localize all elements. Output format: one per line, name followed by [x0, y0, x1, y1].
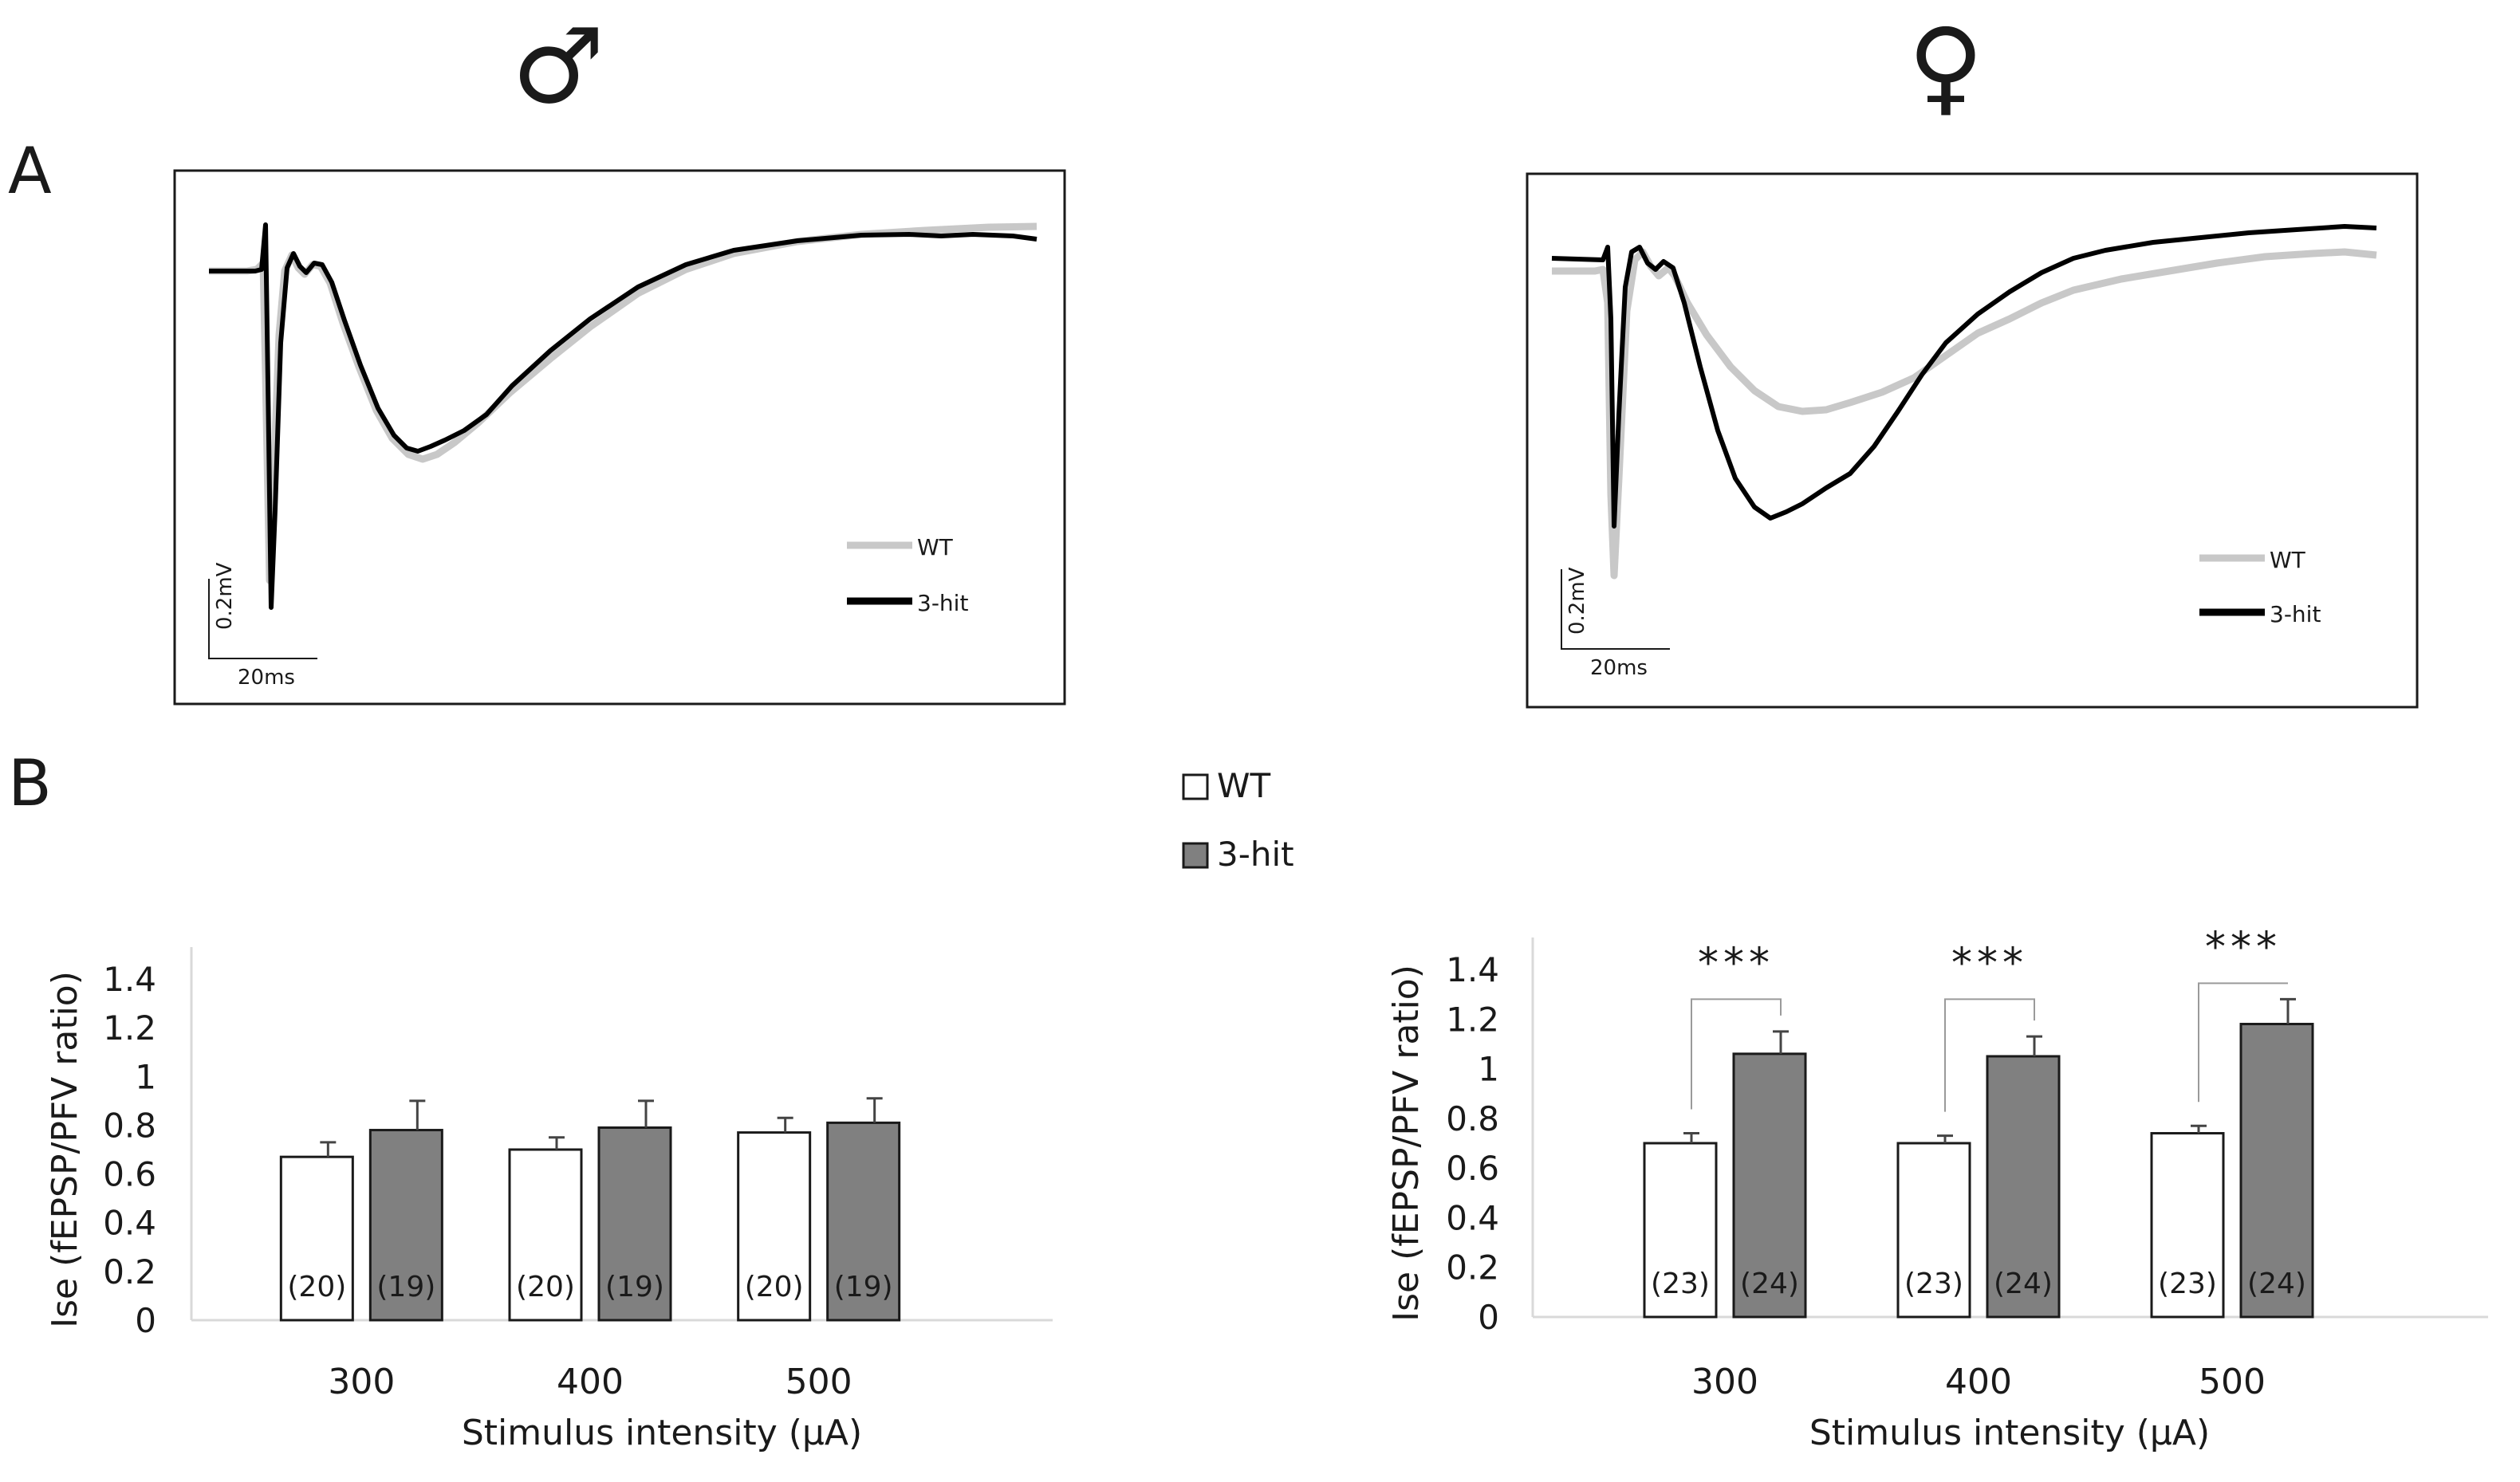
- female-bars-y-tick-label: 0.6: [1446, 1149, 1499, 1188]
- male-bars-y-tick-label: 0: [135, 1301, 156, 1340]
- male-bars-n-label: (19): [376, 1271, 435, 1303]
- male-scalebar-time: 20ms: [238, 666, 295, 690]
- male-bars-bar-wt: [737, 1131, 812, 1322]
- female-bars-y-tick-label: 1.2: [1446, 1000, 1499, 1039]
- female-bars-bar-3-hit: [1732, 1052, 1807, 1319]
- bar-legend-wt-swatch: [1182, 773, 1209, 800]
- male-trace-frame: [173, 169, 1066, 706]
- female-bars-bar-wt: [1643, 1142, 1718, 1319]
- female-bars-y-tick-label: 1: [1478, 1050, 1499, 1089]
- bar-legend-3hit-label: 3-hit: [1217, 835, 1294, 874]
- female-bars-x-axis-title: Stimulus intensity (µA): [1809, 1413, 2210, 1453]
- male-bars-x-axis-title: Stimulus intensity (µA): [462, 1413, 862, 1453]
- female-bars-y-tick-label: 0.4: [1446, 1198, 1499, 1237]
- female-3hit-trace: [1551, 224, 2377, 529]
- male-bars-y-axis-title: Ise (fEPSP/PFV ratio): [45, 971, 85, 1328]
- bar-legend-wt-label: WT: [1217, 766, 1271, 805]
- male-scalebar: [208, 579, 317, 659]
- female-bars-y-tick-label: 0: [1478, 1298, 1499, 1337]
- female-bars-bar-wt: [2150, 1132, 2225, 1319]
- male-bars-y-tick-label: 0.6: [103, 1155, 156, 1194]
- female-trace-chart: WT 3-hit 0.2mV 20ms: [1526, 172, 2419, 709]
- male-bars-bar-3-hit: [368, 1129, 443, 1322]
- female-legend-3hit-label: 3-hit: [2270, 601, 2321, 627]
- female-bars-significance-label: ***: [2205, 923, 2282, 971]
- female-bars-bar-3-hit: [1986, 1055, 2061, 1319]
- female-bars-n-label: (24): [1740, 1268, 1799, 1300]
- female-bar-chart: 0 0.2 0.4 0.6 0.8 1 1.2 1.4 Ise (fEPSP/PFV ratio…: [1386, 923, 2488, 1453]
- female-bars-significance-bracket: [2198, 982, 2288, 1103]
- female-bars-y-tick-label: 0.2: [1446, 1248, 1499, 1287]
- panel-label-a: A: [8, 134, 52, 208]
- female-wt-trace: [1552, 248, 2377, 580]
- female-bars-n-label: (23): [1651, 1268, 1710, 1300]
- female-trace-frame: [1526, 172, 2419, 709]
- female-bars-y-tick-label: 1.4: [1446, 950, 1499, 989]
- female-scalebar-voltage: 0.2mV: [1565, 567, 1589, 635]
- male-bars-x-tick-label: 500: [786, 1362, 852, 1402]
- female-bars-n-label: (23): [1904, 1268, 1963, 1300]
- male-bars-n-label: (19): [834, 1271, 893, 1303]
- male-bars-bar-wt: [279, 1155, 354, 1322]
- male-legend-3hit-label: 3-hit: [917, 590, 968, 616]
- male-trace-chart: WT 3-hit 0.2mV 20ms: [173, 169, 1066, 706]
- female-bars-significance-label: ***: [1951, 939, 2028, 987]
- female-bars-significance-bracket: [1691, 998, 1782, 1110]
- female-bars-x-tick-label: 300: [1691, 1362, 1758, 1402]
- male-3hit-trace: [209, 222, 1038, 610]
- female-legend-wt-label: WT: [2270, 547, 2306, 573]
- male-bars-y-tick-label: 0.2: [103, 1252, 156, 1291]
- female-bars-y-tick-label: 0.8: [1446, 1099, 1499, 1138]
- female-bars-x-tick-label: 400: [1945, 1362, 2012, 1402]
- male-bars-bar-3-hit: [597, 1126, 672, 1322]
- male-bars-n-label: (20): [516, 1271, 575, 1303]
- female-scalebar: [1561, 569, 1670, 650]
- male-bar-chart: 0 0.2 0.4 0.6 0.8 1 1.2 1.4 Ise (fEPSP/PFV ratio…: [45, 947, 1053, 1453]
- female-bars-bar-wt: [1896, 1142, 1971, 1319]
- female-bars-bar-3-hit: [2239, 1023, 2314, 1319]
- male-bars-y-tick-label: 1.4: [103, 960, 156, 999]
- male-bars-bar-wt: [508, 1148, 583, 1322]
- male-bars-bar-3-hit: [826, 1121, 901, 1322]
- male-scalebar-voltage: 0.2mV: [213, 562, 237, 630]
- bar-legend: WT 3-hit: [1182, 766, 1294, 874]
- male-wt-trace: [209, 222, 1038, 584]
- female-scalebar-time: 20ms: [1590, 656, 1648, 680]
- male-bars-y-tick-label: 0.4: [103, 1204, 156, 1243]
- female-bars-x-tick-label: 500: [2199, 1362, 2266, 1402]
- female-bars-y-axis-title: Ise (fEPSP/PFV ratio): [1386, 965, 1427, 1322]
- male-bars-y-tick-label: 1.2: [103, 1008, 156, 1048]
- male-bars-n-label: (20): [745, 1271, 804, 1303]
- male-bars-y-tick-label: 1: [135, 1057, 156, 1096]
- male-bars-n-label: (19): [605, 1271, 664, 1303]
- female-bars-n-label: (24): [2247, 1268, 2306, 1300]
- female-bars-n-label: (24): [1994, 1268, 2053, 1300]
- male-bars-y-tick-label: 0.8: [103, 1106, 156, 1145]
- male-bars-x-tick-label: 400: [557, 1362, 624, 1402]
- male-bars-n-label: (20): [287, 1271, 346, 1303]
- bar-legend-3hit-swatch: [1182, 842, 1209, 869]
- female-symbol: ♀: [1908, 6, 1983, 127]
- male-symbol: ♂: [512, 6, 605, 127]
- female-bars-significance-label: ***: [1698, 939, 1774, 987]
- female-bars-n-label: (23): [2158, 1268, 2217, 1300]
- male-bars-x-tick-label: 300: [328, 1362, 395, 1402]
- panel-label-b: B: [8, 746, 52, 820]
- female-bars-significance-bracket: [1944, 998, 2035, 1112]
- male-legend-wt-label: WT: [917, 534, 954, 560]
